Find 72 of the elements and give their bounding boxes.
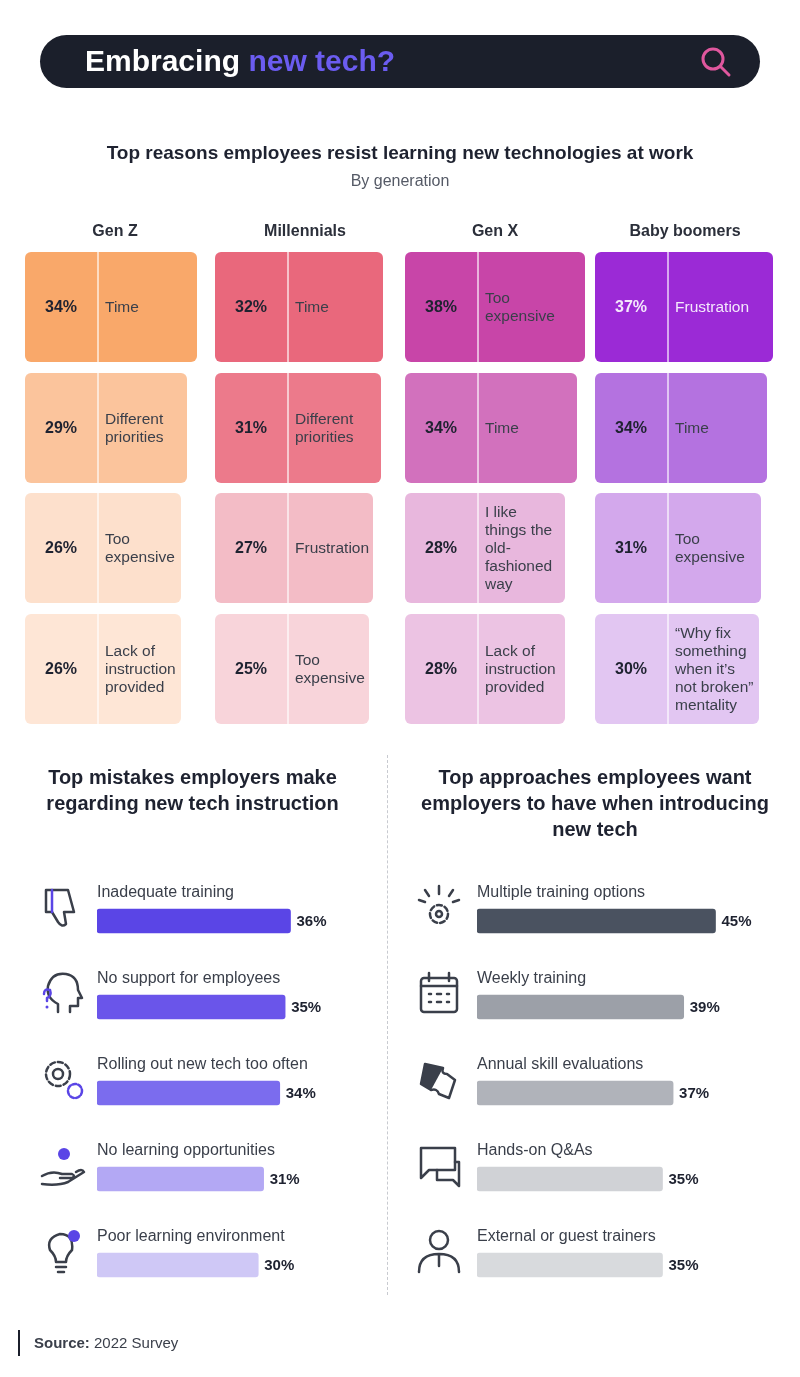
data-label: 26% (25, 614, 99, 724)
data-label: 26% (25, 493, 99, 603)
category-label: Different priorities (105, 409, 165, 447)
category-label: Time (105, 297, 140, 317)
text: Baby boomers (628, 222, 742, 240)
data-label: 28% (405, 493, 479, 603)
category-label: Lack of instruction provided (105, 641, 177, 697)
category-label: I like things the old-fashioned way (485, 502, 554, 594)
text: Embracing new tech? (85, 44, 396, 78)
data-label: 31% (269, 1170, 300, 1188)
bar (97, 994, 286, 1020)
y-tick-label: Weekly training (477, 969, 587, 987)
data-label: 37% (679, 1084, 710, 1102)
y-tick-label: No support for employees (97, 969, 281, 987)
bar (97, 1080, 281, 1106)
text: Millennials (263, 222, 347, 240)
text: Top reasons employees resist learning new technologies at work (105, 142, 695, 164)
y-tick-label: Multiple training options (477, 883, 646, 901)
bar (477, 1252, 663, 1278)
data-label: 37% (595, 252, 669, 362)
category-label: “Why fix something when it’s not broken” mentality (675, 623, 755, 715)
source-note: Source: 2022 Survey (18, 1330, 179, 1356)
category-label: Time (295, 297, 330, 317)
category-label: Too expensive (105, 529, 176, 567)
text: By generation (349, 172, 451, 190)
category-label: Too expensive (485, 288, 556, 326)
data-label: 34% (405, 373, 479, 483)
data-label: 34% (595, 373, 669, 483)
data-label: 35% (668, 1256, 699, 1274)
data-label: 35% (668, 1170, 699, 1188)
data-label: 27% (215, 493, 289, 603)
bar (97, 1252, 259, 1278)
y-tick-label: Rolling out new tech too often (97, 1055, 308, 1073)
category-label: Time (485, 418, 520, 438)
category-label: Too expensive (675, 529, 746, 567)
data-label: 30% (595, 614, 669, 724)
data-label: 39% (689, 998, 720, 1016)
category-label: Lack of instruction provided (485, 641, 557, 697)
bar (97, 1166, 264, 1192)
category-label: Time (675, 418, 710, 438)
bar (97, 908, 291, 934)
data-label: 31% (215, 373, 289, 483)
y-tick-label: External or guest trainers (477, 1227, 656, 1245)
bar (477, 1080, 674, 1106)
chart-title: Top mistakes employers make regarding new tech instruction (45, 765, 340, 816)
category-label: Frustration (295, 538, 370, 558)
category-label: Different priorities (295, 409, 355, 447)
y-tick-label: No learning opportunities (97, 1141, 275, 1159)
data-label: 35% (291, 998, 322, 1016)
text: Gen X (470, 222, 520, 240)
data-label: 25% (215, 614, 289, 724)
bar (477, 908, 716, 934)
data-label: 32% (215, 252, 289, 362)
data-label: 31% (595, 493, 669, 603)
category-label: Too expensive (295, 650, 365, 688)
category-label: Frustration (675, 297, 751, 317)
data-label: 30% (264, 1256, 295, 1274)
chart-title: Top approaches employees want employers to have when introducing new tech (420, 765, 770, 842)
data-label: 34% (285, 1084, 316, 1102)
y-tick-label: Inadequate training (97, 883, 234, 901)
y-tick-label: Annual skill evaluations (477, 1055, 644, 1073)
text: Gen Z (91, 222, 139, 240)
data-label: 34% (25, 252, 99, 362)
data-label: 38% (405, 252, 479, 362)
data-label: 29% (25, 373, 99, 483)
y-tick-label: Poor learning environment (97, 1227, 286, 1245)
data-label: 36% (296, 912, 327, 930)
bar (477, 1166, 663, 1192)
data-label: 45% (721, 912, 752, 930)
bar (477, 994, 685, 1020)
y-tick-label: Hands-on Q&As (477, 1141, 593, 1159)
data-label: 28% (405, 614, 479, 724)
